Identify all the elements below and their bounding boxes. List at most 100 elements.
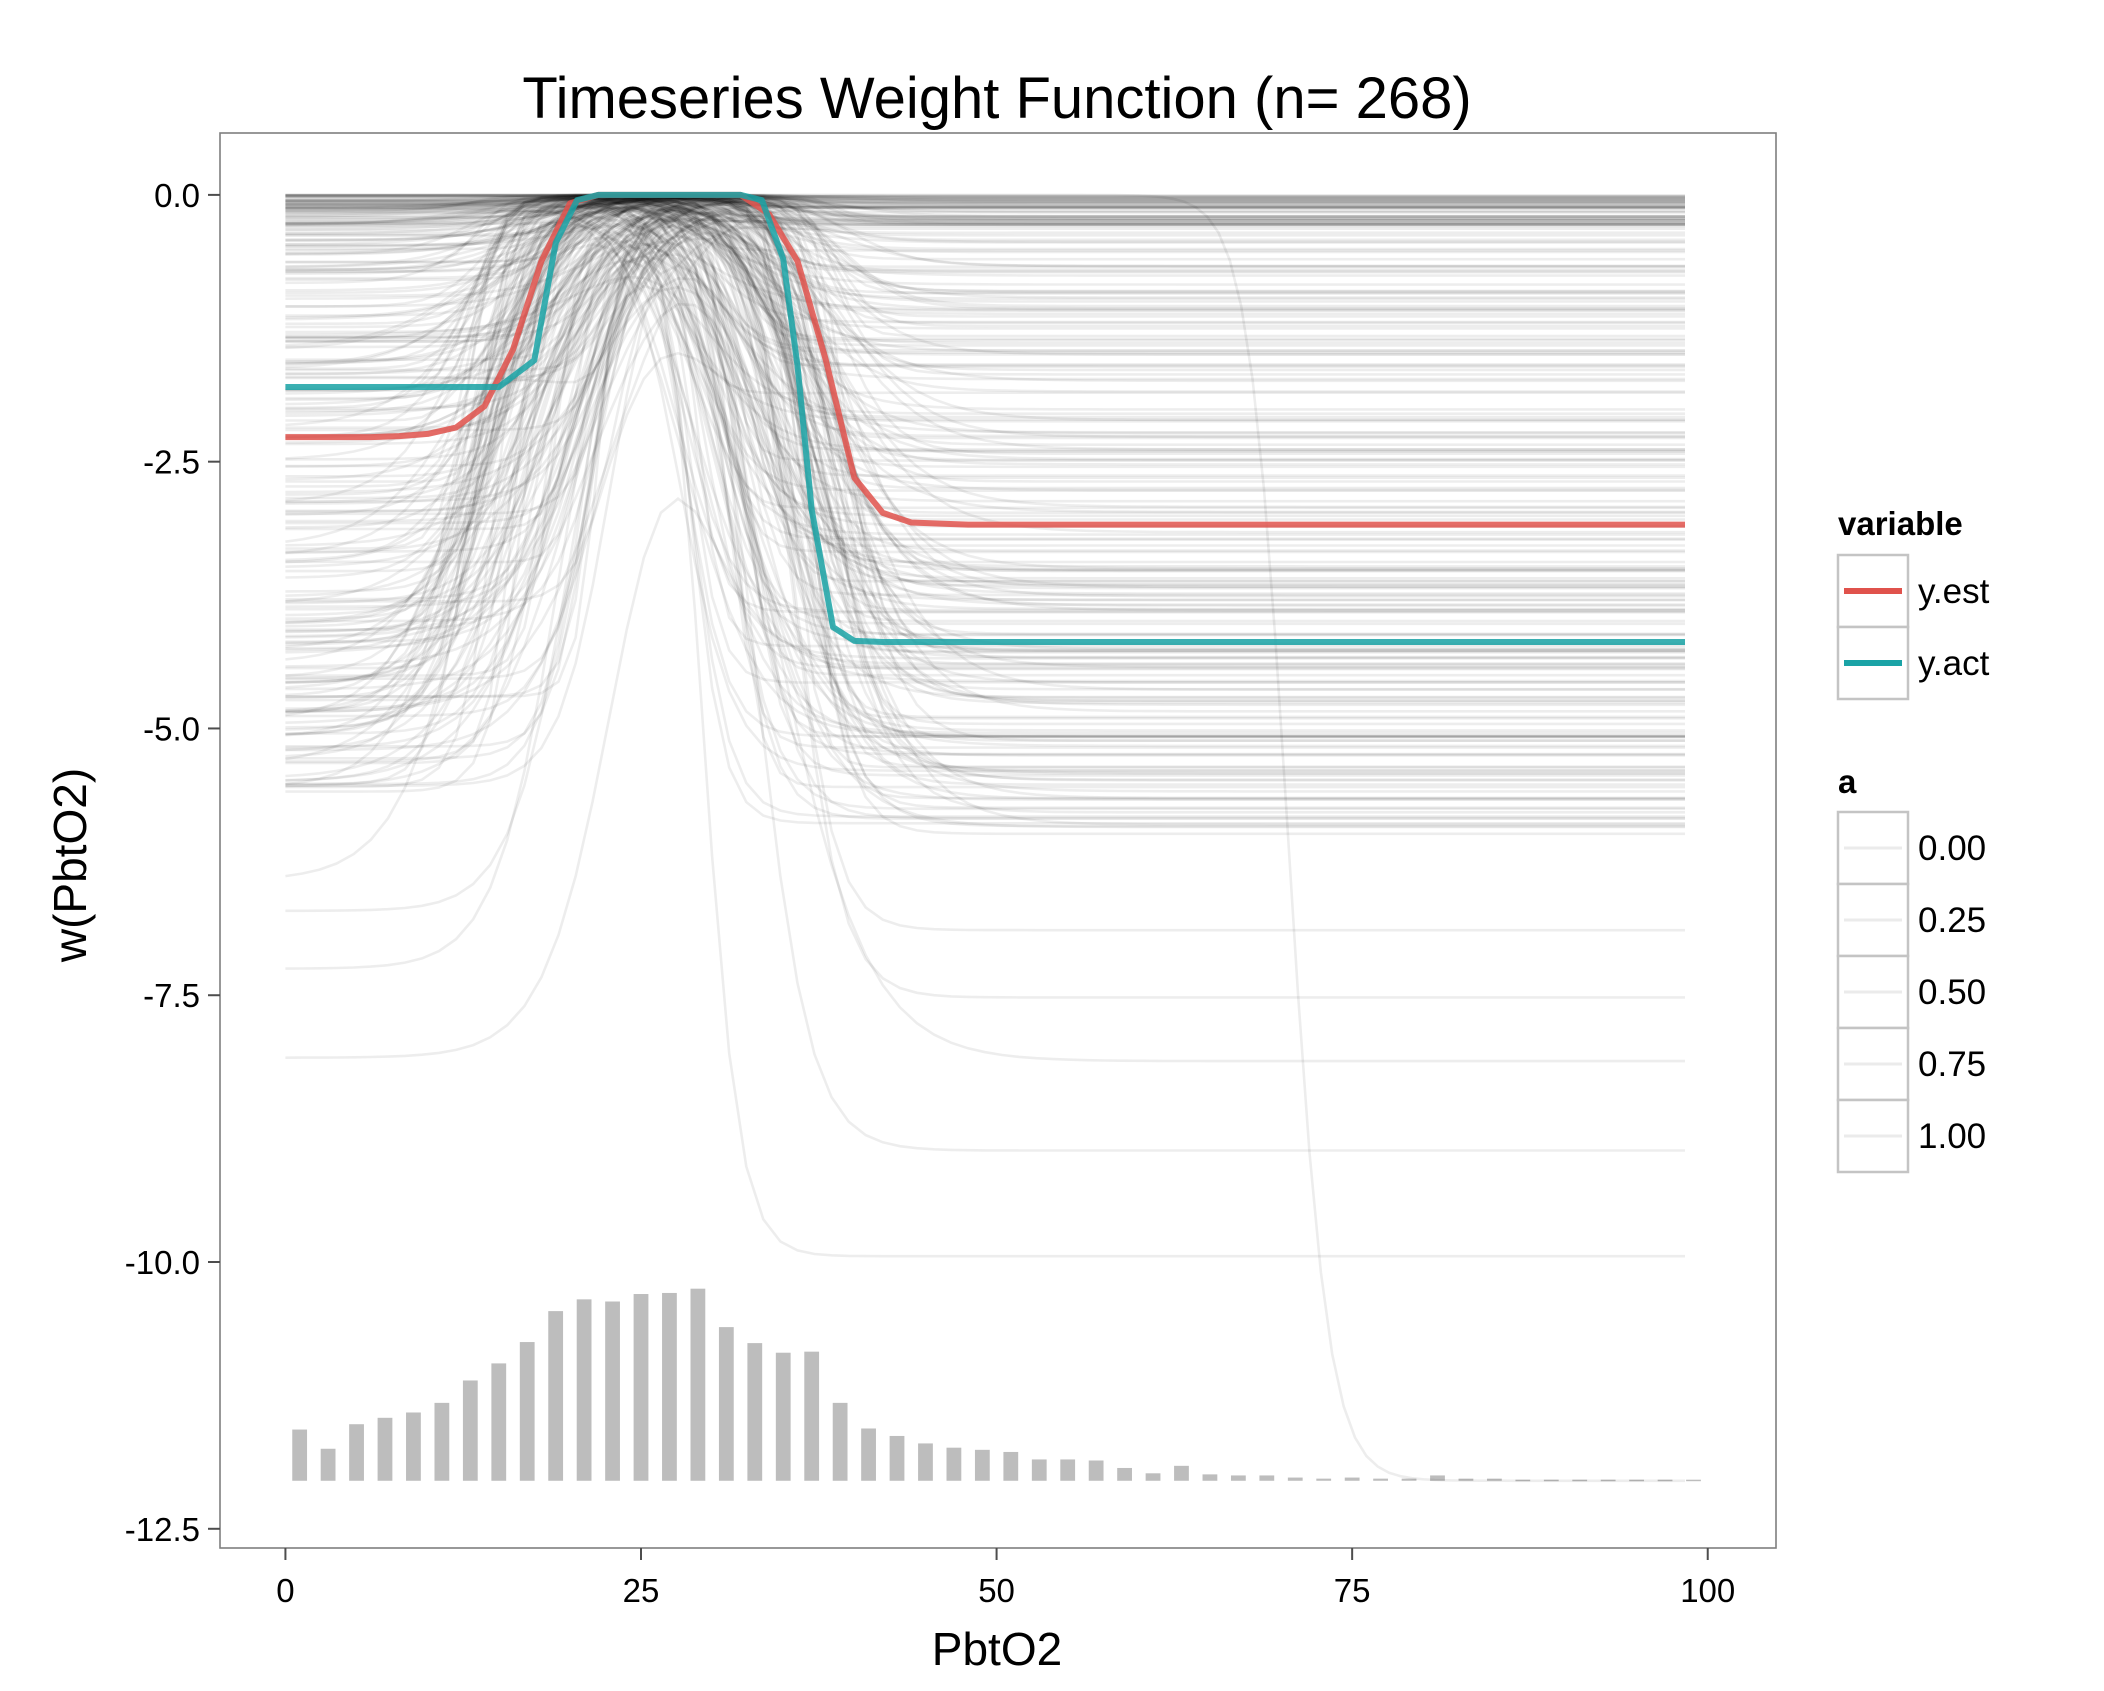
background-curve [285, 197, 1685, 726]
background-curve [285, 193, 1685, 825]
background-curve [285, 202, 1685, 1258]
histogram-bar [292, 1429, 308, 1481]
legend-alpha-items: 0.00 0.25 0.50 0.75 1.00 [1836, 810, 1986, 1174]
background-curve [285, 193, 1685, 623]
background-curve [285, 212, 1685, 555]
background-curve [285, 194, 1685, 329]
histogram-bar [1373, 1478, 1388, 1481]
background-curve [285, 231, 1685, 814]
background-curve [285, 203, 1685, 718]
legend-key-box [1836, 954, 1910, 1030]
background-curve [285, 213, 1685, 568]
y-axis-title: w(PbtO2) [44, 768, 96, 963]
background-curve [285, 197, 1685, 742]
histogram-bar [1031, 1459, 1047, 1481]
background-curve [285, 195, 1685, 612]
histogram-bar [1003, 1451, 1019, 1481]
background-curve [285, 197, 1685, 878]
background-curve [285, 285, 1685, 602]
background-curve [285, 203, 1685, 554]
background-curve [285, 234, 1685, 659]
background-curve [285, 276, 1685, 654]
background-curve [285, 197, 1685, 392]
legend-label: 0.50 [1918, 973, 1986, 1012]
background-curve [285, 200, 1685, 421]
background-curve [285, 276, 1685, 634]
y-tick-label: -7.5 [143, 977, 200, 1014]
background-curve [285, 196, 1685, 222]
background-curve [285, 209, 1685, 603]
background-curve [285, 219, 1685, 691]
background-curve [285, 205, 1685, 736]
background-curve [285, 214, 1685, 724]
background-curve [285, 225, 1685, 446]
background-curve [285, 208, 1685, 292]
background-curve [285, 205, 1685, 411]
histogram-bar [320, 1448, 336, 1481]
background-curve [285, 220, 1685, 775]
background-curve [285, 275, 1685, 415]
background-curve [285, 194, 1685, 531]
background-curve [285, 203, 1685, 749]
histogram-bar [406, 1412, 421, 1481]
background-curve [285, 198, 1685, 597]
background-curve [285, 193, 1685, 587]
background-curve [285, 205, 1685, 601]
background-curve [285, 196, 1685, 227]
background-curve [285, 198, 1685, 356]
background-curve [285, 196, 1685, 572]
background-curve [285, 193, 1685, 763]
x-tick-label: 25 [623, 1572, 660, 1609]
histogram-bar [1344, 1477, 1360, 1481]
background-curve [285, 219, 1685, 513]
histogram-bar [1117, 1467, 1132, 1481]
background-curve [285, 205, 1685, 505]
background-curve [285, 193, 1685, 455]
background-curve [285, 198, 1685, 769]
background-curve [285, 201, 1685, 570]
histogram-bar [1430, 1475, 1445, 1481]
y-tick-label: -2.5 [143, 444, 200, 481]
background-curve [285, 194, 1685, 652]
background-curve [285, 244, 1685, 738]
background-curve [285, 194, 1685, 707]
background-curve [285, 193, 1685, 564]
background-curve [285, 193, 1685, 226]
background-curve [285, 196, 1685, 429]
background-curve [285, 196, 1685, 401]
histogram-bar [1657, 1479, 1673, 1482]
background-curve [285, 253, 1685, 606]
histogram-bar [1287, 1477, 1303, 1481]
background-curve [285, 205, 1685, 777]
background-curve [285, 193, 1685, 261]
background-curve [285, 199, 1685, 525]
background-curve [285, 197, 1685, 225]
background-curve [285, 196, 1685, 684]
histogram-bar [1088, 1460, 1104, 1481]
background-curve [285, 213, 1685, 611]
background-curve [285, 193, 1685, 809]
histogram-bar [1145, 1473, 1161, 1481]
legend-key-box [1836, 1026, 1910, 1102]
y-tick-label: -12.5 [125, 1511, 200, 1548]
histogram-bar [605, 1301, 620, 1481]
background-curve [285, 193, 1685, 683]
background-curve [285, 208, 1685, 612]
background-curve [285, 197, 1685, 562]
background-curve [285, 194, 1685, 206]
background-curve [285, 193, 1685, 241]
background-curve [285, 497, 1685, 1059]
background-curve [285, 197, 1685, 800]
background-curve [285, 204, 1685, 417]
background-curve [285, 203, 1685, 818]
background-curve [285, 228, 1685, 999]
background-curve [285, 198, 1685, 312]
histogram-bar [1572, 1479, 1588, 1482]
background-curve [285, 211, 1685, 786]
background-curve [285, 199, 1685, 654]
background-curve [285, 195, 1685, 216]
background-curve [285, 197, 1685, 422]
background-curve [285, 213, 1685, 645]
background-curve [285, 194, 1685, 370]
background-curve [285, 194, 1685, 547]
